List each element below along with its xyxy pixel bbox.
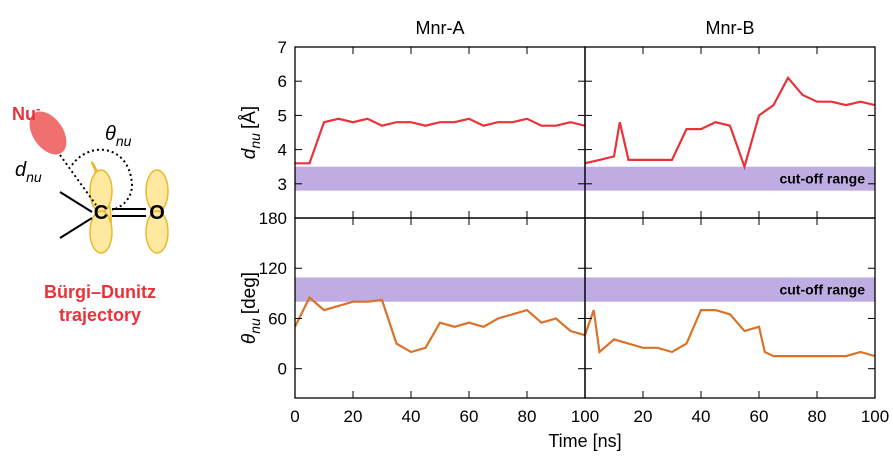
- series-line: [295, 295, 585, 354]
- x-tick-label: 40: [402, 407, 421, 426]
- x-tick-label: 80: [808, 407, 827, 426]
- series-line: [585, 309, 875, 358]
- nucleophile-label: Nu-: [12, 101, 40, 124]
- y-tick-label: 5: [278, 106, 287, 125]
- panel-title: Mnr-A: [416, 18, 465, 38]
- plot-area: [295, 277, 585, 354]
- series-line: [295, 117, 585, 165]
- x-tick-label: 60: [460, 407, 479, 426]
- subscript: nu: [116, 133, 132, 149]
- diagram: C O Nu- θnu dnu Bürgi–Dunitz trajectory: [12, 101, 169, 325]
- band-label: cut-off range: [779, 171, 865, 187]
- symbol: d: [239, 147, 260, 159]
- subscript: nu: [247, 318, 263, 334]
- cutoff-band: [585, 166, 875, 191]
- x-tick-label: 40: [692, 407, 711, 426]
- distance-label: dnu: [15, 159, 42, 185]
- carbon-label: C: [94, 202, 108, 224]
- panel: 3 4 5 6 7 Mnr-A dnu [Å]: [239, 18, 586, 219]
- y-tick-label: 0: [278, 360, 287, 379]
- angle-arc: [71, 148, 134, 211]
- y-tick-label: 4: [278, 141, 287, 160]
- plot-frame: [294, 46, 586, 219]
- trajectory-line: [59, 154, 97, 206]
- symbol: d: [15, 159, 27, 181]
- oxygen-label: O: [149, 202, 165, 224]
- y-axis-label: θnu [deg]: [239, 272, 263, 344]
- charge: -: [36, 101, 40, 116]
- y-tick-label: 6: [278, 72, 287, 91]
- plot-frame: [294, 217, 586, 399]
- cutoff-band: [295, 166, 585, 191]
- x-tick-label: 0: [290, 407, 299, 426]
- series-line: [585, 75, 875, 171]
- panel-title: Mnr-B: [706, 18, 755, 38]
- subscript: nu: [26, 169, 42, 185]
- y-tick-label: 60: [268, 309, 287, 328]
- y-tick-label: 7: [278, 38, 287, 57]
- unit: [Å]: [239, 106, 260, 129]
- nu: Nu: [12, 104, 36, 124]
- x-tick-label: 20: [344, 407, 363, 426]
- orbital: [89, 210, 113, 254]
- symbol: θ: [239, 333, 260, 344]
- y-tick-label: 180: [259, 209, 287, 228]
- x-tick-label: 100: [571, 407, 599, 426]
- plot-area: [295, 117, 585, 191]
- plot-frame: [584, 46, 876, 219]
- plot-area: [585, 277, 875, 358]
- x-tick-label: 100: [861, 407, 889, 426]
- y-tick-label: 120: [259, 259, 287, 278]
- orbital: [145, 210, 169, 254]
- panel: cut-off range 20 40 60 80 100: [584, 217, 889, 426]
- angle-label: θnu: [105, 123, 132, 149]
- caption: Bürgi–Dunitz: [44, 282, 156, 302]
- band-label: cut-off range: [779, 282, 865, 298]
- cutoff-band: [295, 277, 585, 302]
- plot-area: [585, 75, 875, 191]
- x-tick-label: 20: [634, 407, 653, 426]
- bond: [59, 217, 93, 239]
- symbol: θ: [105, 123, 116, 145]
- plot-frame: [584, 217, 876, 399]
- caption: trajectory: [59, 305, 141, 325]
- bond: [59, 191, 93, 213]
- unit: [deg]: [239, 272, 260, 314]
- subscript: nu: [247, 133, 263, 149]
- nucleophile-orbital: [29, 111, 67, 155]
- x-tick-label: 80: [518, 407, 537, 426]
- x-axis-label: Time [ns]: [548, 431, 621, 451]
- y-tick-label: 3: [278, 175, 287, 194]
- panel: 0 60 120 180 0 20 40 60 80 100 θnu [deg]: [239, 209, 599, 426]
- panel: cut-off range Mnr-B: [584, 18, 876, 219]
- x-tick-label: 60: [750, 407, 769, 426]
- cutoff-band: [585, 277, 875, 302]
- y-axis-label: dnu [Å]: [239, 106, 263, 159]
